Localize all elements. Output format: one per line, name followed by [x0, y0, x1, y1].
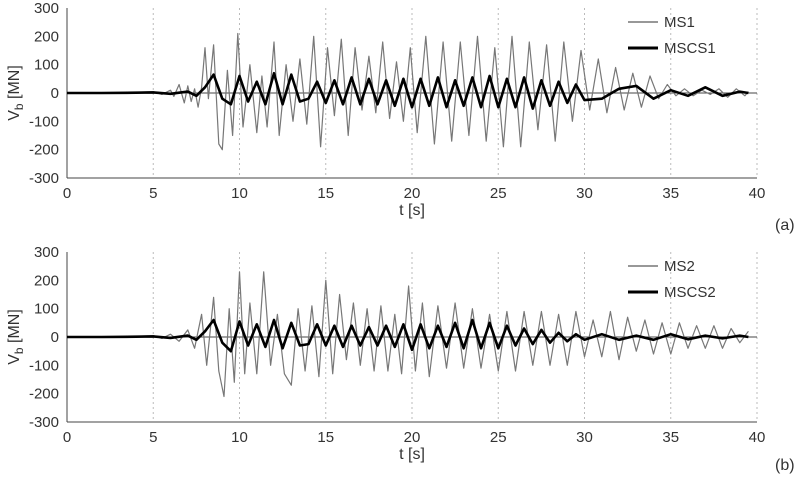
y-axis-label-unit: [MN]: [6, 309, 23, 347]
series-line-mscs2: [67, 318, 749, 353]
y-tick-label: 0: [51, 85, 59, 102]
y-tick-label: 200: [34, 28, 59, 45]
x-tick-label: 35: [662, 429, 679, 446]
panel-label: (a): [775, 217, 795, 234]
x-tick-label: 15: [317, 185, 334, 202]
legend-entry: MSCS1: [664, 40, 716, 57]
legend-entry: MSCS2: [664, 284, 716, 301]
y-axis-label-main: V: [6, 110, 23, 121]
y-axis-label-sub: b: [12, 347, 26, 354]
y-tick-label: -200: [29, 386, 59, 403]
x-tick-label: 25: [490, 185, 507, 202]
x-axis-label: t [s]: [399, 202, 425, 219]
series-line-mscs1: [67, 71, 749, 110]
x-tick-label: 40: [749, 185, 766, 202]
legend-entry: MS2: [664, 258, 695, 275]
y-tick-label: 300: [34, 0, 59, 17]
panel-a: -300 -200 -100 0 100 200 300 0 5 10 15 20 25 30 35 40 t …: [6, 0, 795, 234]
y-axis-label: Vb [MN]: [6, 65, 26, 121]
y-tick-label: -300: [29, 170, 59, 187]
x-tick-label: 20: [404, 185, 421, 202]
x-tick-label: 35: [662, 185, 679, 202]
x-tick-label: 10: [231, 185, 248, 202]
x-tick-label: 10: [231, 429, 248, 446]
y-tick-label: 300: [34, 244, 59, 261]
x-axis-label: t [s]: [399, 446, 425, 463]
x-tick-label: 40: [749, 429, 766, 446]
legend-entry: MS1: [664, 14, 695, 31]
y-axis-label-unit: [MN]: [6, 65, 23, 103]
y-tick-label: -300: [29, 414, 59, 431]
y-tick-label: 200: [34, 272, 59, 289]
y-tick-label: -200: [29, 142, 59, 159]
panel-b: -300 -200 -100 0 100 200 300 0 5 10 15 20 25 30 35 40 t …: [6, 244, 795, 474]
y-axis-label-main: V: [6, 354, 23, 365]
x-tick-label: 20: [404, 429, 421, 446]
y-axis-label: Vb [MN]: [6, 309, 26, 365]
y-tick-label: -100: [29, 357, 59, 374]
x-tick-label: 15: [317, 429, 334, 446]
x-tick-label: 5: [149, 185, 157, 202]
y-tick-label: -100: [29, 113, 59, 130]
panel-label: (b): [775, 457, 795, 474]
x-tick-label: 25: [490, 429, 507, 446]
x-tick-label: 0: [63, 185, 71, 202]
y-tick-label: 100: [34, 57, 59, 74]
y-tick-label: 100: [34, 301, 59, 318]
x-tick-label: 0: [63, 429, 71, 446]
x-tick-label: 5: [149, 429, 157, 446]
x-tick-label: 30: [576, 429, 593, 446]
y-axis-label-sub: b: [12, 103, 26, 110]
y-tick-label: 0: [51, 329, 59, 346]
x-tick-label: 30: [576, 185, 593, 202]
